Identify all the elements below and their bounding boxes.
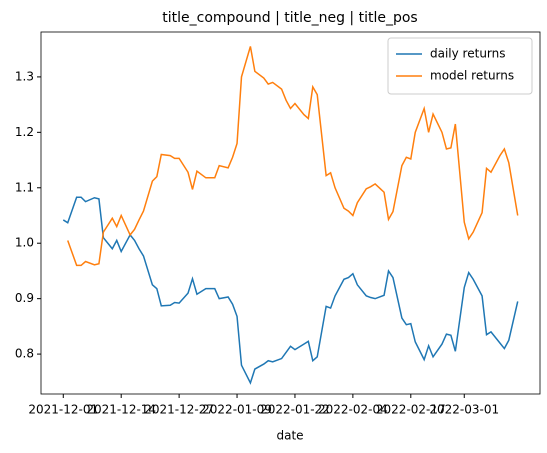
chart-title: title_compound | title_neg | title_pos [162, 10, 417, 26]
legend-label: model returns [430, 69, 514, 83]
series-line [62, 196, 519, 385]
x-tick-label: 2021-12-01 [28, 403, 98, 417]
y-tick-label: 1.3 [15, 69, 34, 83]
y-tick-label: 0.9 [15, 291, 34, 305]
legend-label: daily returns [430, 47, 506, 61]
x-tick-label: 2021-12-14 [86, 403, 156, 417]
x-tick-label: 2022-02-04 [318, 403, 388, 417]
x-tick-label: 2022-01-09 [202, 403, 272, 417]
y-tick-label: 1.0 [15, 236, 34, 250]
y-tick-label: 0.8 [15, 347, 34, 361]
y-tick-label: 1.1 [15, 180, 34, 194]
x-tick-label: 2022-01-22 [260, 403, 330, 417]
legend-box [387, 37, 533, 95]
series-line [67, 46, 519, 267]
plot-frame [40, 31, 541, 395]
x-tick-label: 2022-02-17 [376, 403, 446, 417]
y-tick-label: 1.2 [15, 125, 34, 139]
x-tick-label: 2022-03-01 [429, 403, 499, 417]
x-tick-label: 2021-12-27 [144, 403, 214, 417]
x-axis-label: date [276, 429, 303, 443]
